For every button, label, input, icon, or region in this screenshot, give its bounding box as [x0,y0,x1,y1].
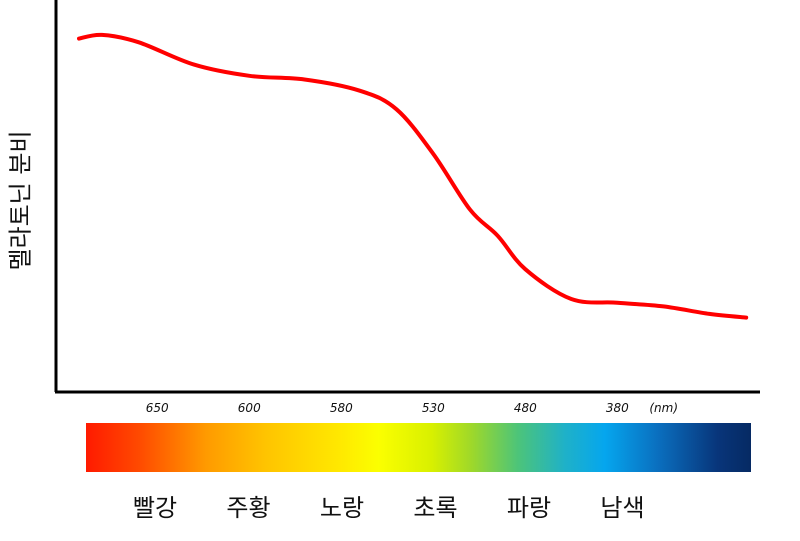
spectrum-color-name: 주황 [226,494,271,522]
spectrum-color-name: 빨강 [132,494,178,522]
x-tick-label: 650 [145,401,169,415]
visible-spectrum-bar [86,423,751,472]
spectrum-color-name: 파랑 [506,494,552,522]
series-layer [77,32,749,320]
x-tick-label: 580 [329,401,353,415]
y-axis-label-box: 멜라토닌 분비 [0,105,36,295]
x-tick-label: 480 [513,401,537,415]
x-tick-label: 530 [421,401,445,415]
x-tick-label: 600 [237,401,261,415]
x-tick-label: 380 [605,401,629,415]
spectrum-color-name: 초록 [413,494,458,522]
series-line-0 [77,32,749,320]
spectrum-color-name: 남색 [600,494,645,522]
spectrum-color-name: 노랑 [319,494,365,522]
y-axis-label: 멜라토닌 분비 [6,129,35,271]
x-axis-unit: (nm) [649,401,679,415]
